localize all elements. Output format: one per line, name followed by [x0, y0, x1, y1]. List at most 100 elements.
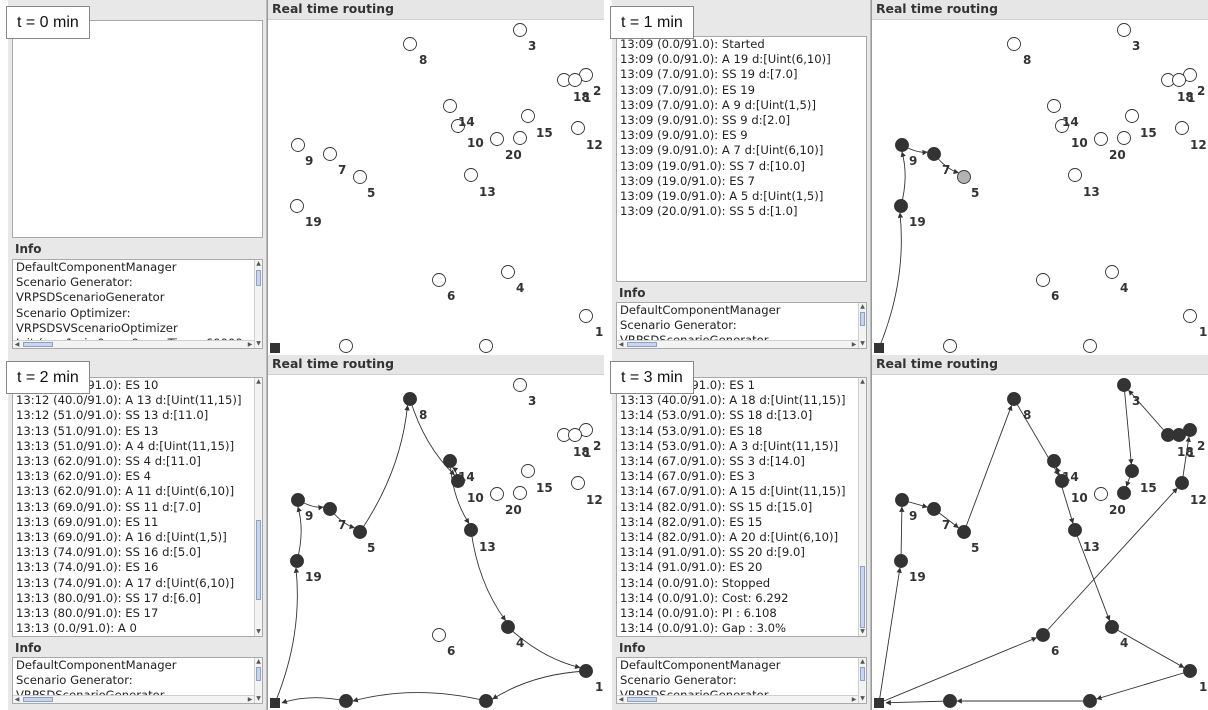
log-panel: 13:12 (31.0/91.0): ES 10 13:12 (40.0/91.… [12, 377, 263, 637]
scroll-up-icon[interactable]: ▲ [860, 378, 865, 385]
scroll-down-icon[interactable]: ▼ [256, 340, 261, 347]
scroll-down-icon[interactable]: ▼ [860, 340, 865, 347]
scroll-thumb[interactable] [860, 667, 865, 681]
log-line: 13:14 (0.0/91.0): PI : 6.108 [620, 606, 777, 621]
log-line: 13:14 (0.0/91.0): Cost: 6.292 [620, 590, 789, 605]
scroll-thumb[interactable] [256, 667, 261, 681]
log-vertical-scrollbar[interactable]: ▲ ▼ [254, 378, 262, 636]
scroll-thumb[interactable] [627, 697, 657, 702]
scroll-right-icon[interactable]: ▶ [247, 696, 253, 703]
customer-node [403, 392, 417, 406]
customer-node [1125, 464, 1139, 478]
time-label: t = 1 min [610, 6, 694, 39]
scroll-thumb[interactable] [23, 697, 53, 702]
info-horizontal-scrollbar[interactable]: ◀ ▶ [13, 695, 254, 703]
customer-node [513, 378, 527, 392]
node-label: 5 [367, 541, 375, 555]
scroll-up-icon[interactable]: ▲ [860, 658, 865, 665]
node-label: 15 [1140, 481, 1157, 495]
scroll-right-icon[interactable]: ▶ [851, 696, 857, 703]
scroll-up-icon[interactable]: ▲ [256, 658, 261, 665]
node-label: 18 [1177, 445, 1194, 459]
log-line: 13:14 (53.0/91.0): SS 18 d:[13.0] [620, 408, 813, 423]
customer-node [579, 664, 593, 678]
scroll-thumb[interactable] [627, 342, 657, 347]
node-label: 15 [1140, 126, 1157, 140]
time-label: t = 2 min [6, 361, 90, 394]
node-label: 2 [593, 439, 601, 453]
log-vertical-scrollbar[interactable]: ▲ ▼ [858, 378, 866, 636]
info-horizontal-scrollbar[interactable]: ◀ ▶ [617, 695, 858, 703]
info-vertical-scrollbar[interactable]: ▲ ▼ [254, 658, 262, 703]
log-line: 13:13 (51.0/91.0): ES 13 [16, 423, 159, 438]
scroll-left-icon[interactable]: ◀ [618, 696, 624, 703]
node-label: 4 [516, 636, 524, 650]
scroll-down-icon[interactable]: ▼ [256, 695, 261, 702]
log-line: 13:13 (40.0/91.0): A 18 d:[Uint(11,15)] [620, 393, 846, 408]
node-label: 15 [536, 481, 553, 495]
node-label: 9 [305, 154, 313, 168]
scroll-thumb[interactable] [256, 270, 261, 286]
node-label: 14 [458, 115, 475, 129]
routing-panel-title: Real time routing [872, 355, 1208, 375]
node-label: 13 [1083, 185, 1100, 199]
scroll-right-icon[interactable]: ▶ [247, 341, 253, 348]
customer-node [927, 147, 941, 161]
log-line: 13:14 (53.0/91.0): A 3 d:[Uint(11,15)] [620, 438, 839, 453]
node-label: 1 [583, 91, 591, 105]
customer-node [1047, 454, 1061, 468]
info-vertical-scrollbar[interactable]: ▲ ▼ [858, 303, 866, 348]
node-label: 18 [1177, 90, 1194, 104]
scroll-thumb[interactable] [23, 342, 53, 347]
log-line: 13:13 (62.0/91.0): ES 4 [16, 469, 152, 484]
scroll-down-icon[interactable]: ▼ [860, 628, 865, 635]
customer-node [1007, 392, 1021, 406]
customer-node [513, 486, 527, 500]
log-line: 13:14 (91.0/91.0): SS 20 d:[9.0] [620, 545, 805, 560]
customer-node [451, 119, 465, 133]
scroll-up-icon[interactable]: ▲ [256, 378, 261, 385]
node-label: 6 [1051, 289, 1059, 303]
node-label: 12 [1190, 493, 1207, 507]
node-label: 13 [1083, 540, 1100, 554]
log-line: 13:13 (80.0/91.0): SS 17 d:[6.0] [16, 590, 201, 605]
node-label: 4 [516, 281, 524, 295]
node-label: 6 [447, 644, 455, 658]
node-label: 10 [467, 136, 484, 150]
node-label: 1 [1199, 680, 1207, 694]
scroll-thumb[interactable] [860, 312, 865, 326]
node-label: 8 [1023, 53, 1031, 67]
scroll-up-icon[interactable]: ▲ [860, 303, 865, 310]
routing-panel: 1 1 2 3 4 5 6 7 8 9 10 12 13 14 15 18 19 20 Real time rou… [871, 355, 1208, 710]
scroll-thumb[interactable] [860, 566, 865, 628]
customer-node [464, 168, 478, 182]
customer-node [927, 502, 941, 516]
scroll-down-icon[interactable]: ▼ [860, 695, 865, 702]
scroll-right-icon[interactable]: ▶ [851, 341, 857, 348]
customer-node [1036, 273, 1050, 287]
info-vertical-scrollbar[interactable]: ▲ ▼ [858, 658, 866, 703]
log-line: 13:13 (74.0/91.0): SS 16 d:[5.0] [16, 545, 201, 560]
scroll-thumb[interactable] [256, 520, 261, 600]
customer-node [290, 554, 304, 568]
node-label: 18 [573, 445, 590, 459]
customer-node [490, 487, 504, 501]
info-vertical-scrollbar[interactable]: ▲ ▼ [254, 260, 262, 348]
info-title: Info [619, 286, 646, 300]
scroll-down-icon[interactable]: ▼ [256, 628, 261, 635]
node-label: 20 [505, 148, 522, 162]
routing-panel-title: Real time routing [872, 0, 1208, 20]
scroll-up-icon[interactable]: ▲ [256, 260, 261, 267]
scroll-left-icon[interactable]: ◀ [14, 341, 20, 348]
scroll-left-icon[interactable]: ◀ [618, 341, 624, 348]
customer-node [957, 170, 971, 184]
info-horizontal-scrollbar[interactable]: ◀ ▶ [13, 340, 254, 348]
customer-node [579, 309, 593, 323]
node-label: 10 [1071, 136, 1088, 150]
customer-node [895, 138, 909, 152]
route-edge [899, 506, 905, 562]
info-horizontal-scrollbar[interactable]: ◀ ▶ [617, 340, 858, 348]
scroll-left-icon[interactable]: ◀ [14, 696, 20, 703]
